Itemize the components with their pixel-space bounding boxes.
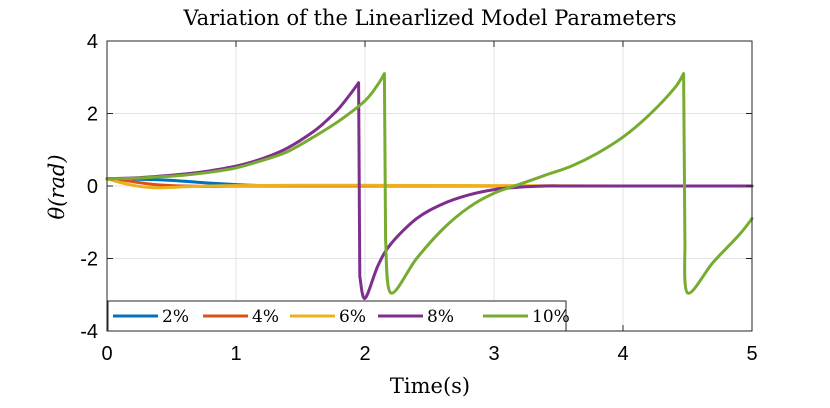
legend-label-4: 8% <box>427 307 454 327</box>
x-tick-label: 0 <box>101 343 112 365</box>
x-tick-label: 5 <box>746 343 757 365</box>
legend-label-2: 4% <box>252 307 279 327</box>
x-tick-label: 1 <box>230 343 241 365</box>
x-axis-label: Time(s) <box>390 374 470 398</box>
y-tick-label: 4 <box>87 31 98 53</box>
chart-title: Variation of the Linearlized Model Param… <box>182 6 676 30</box>
y-tick-label: -2 <box>80 249 98 271</box>
legend-label-3: 6% <box>339 307 366 327</box>
x-tick-label: 2 <box>359 343 370 365</box>
y-tick-label: 0 <box>87 176 98 198</box>
legend[interactable]: 2% 4% 6% 8% 10% <box>107 300 570 332</box>
series-line-5 <box>105 72 754 295</box>
series-group <box>105 72 754 300</box>
y-tick-label: 2 <box>87 104 98 126</box>
y-axis-label: θ(rad) <box>45 154 69 219</box>
x-tick-label: 4 <box>617 343 628 365</box>
legend-label-1: 2% <box>162 307 189 327</box>
y-tick-label: -4 <box>80 321 98 343</box>
legend-label-5: 10% <box>532 307 570 327</box>
x-tick-label: 3 <box>488 343 499 365</box>
